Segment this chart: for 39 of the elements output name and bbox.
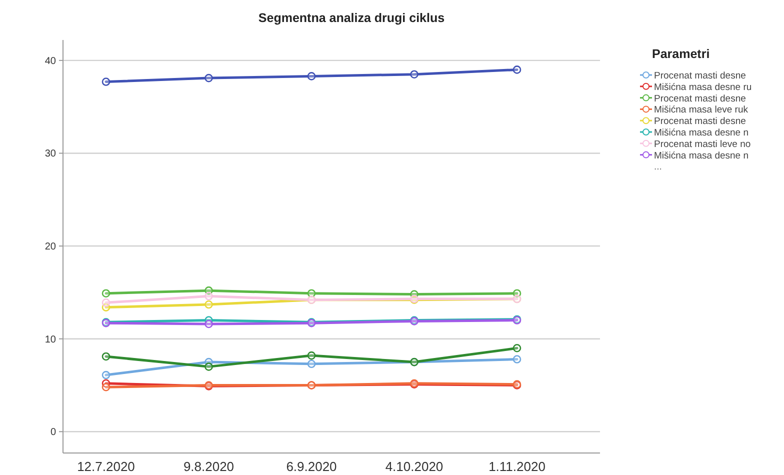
point [204, 320, 213, 328]
point [204, 300, 213, 309]
point [102, 78, 110, 86]
x-tick-label: 9.8.2020 [183, 459, 234, 474]
y-tick-label: 30 [44, 148, 56, 160]
point [307, 351, 316, 360]
point [102, 352, 110, 361]
legend-label: Mišićna masa desne n [654, 128, 749, 138]
point [102, 298, 110, 307]
legend-title: Parametri [652, 47, 710, 61]
legend-label: Mišićna masa desne n [654, 150, 749, 162]
point [512, 355, 522, 364]
point [204, 74, 213, 82]
y-tick-label: 20 [44, 242, 56, 253]
x-tick-label: 12.7.2020 [77, 459, 135, 474]
legend-label: Procenat masti desne [654, 93, 746, 104]
legend-label: Procenat masti desne [654, 116, 746, 128]
x-tick-label: 1.11.2020 [488, 459, 546, 474]
x-tick-label: 4.10.2020 [385, 459, 444, 474]
chart-title: Segmentna analiza drugi ciklus [258, 11, 445, 25]
y-tick-label: 10 [44, 334, 56, 346]
point [102, 289, 110, 298]
legend-label: Procenat masti desne [654, 70, 746, 82]
point [512, 66, 522, 74]
point [204, 292, 213, 300]
point [307, 72, 316, 80]
point [102, 370, 110, 380]
point [512, 344, 522, 352]
y-tick-label: 0 [50, 427, 56, 438]
legend-label: Mišićna masa desne ru [654, 82, 752, 93]
point [204, 362, 213, 371]
x-tick-label: 6.9.2020 [286, 459, 337, 474]
text: ... [654, 162, 662, 173]
legend-label: Procenat masti leve no [654, 138, 751, 150]
legend-label: Mišićna masa leve ruk [654, 104, 748, 116]
point [102, 382, 110, 392]
point [307, 360, 316, 368]
y-tick-label: 40 [44, 56, 56, 67]
point [410, 70, 418, 78]
